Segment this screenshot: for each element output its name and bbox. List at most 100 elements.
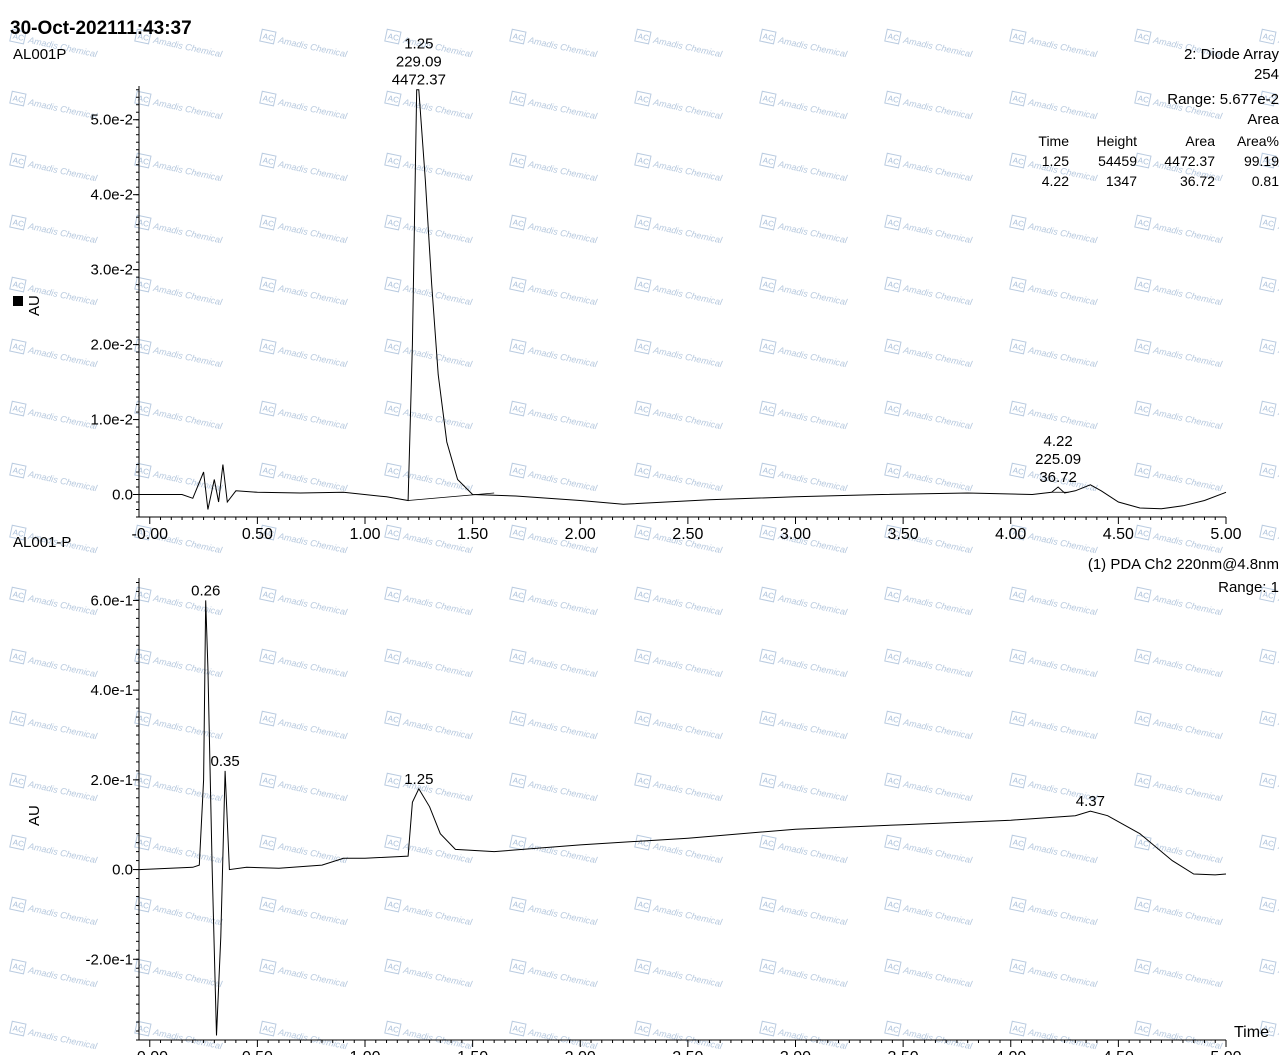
peak-table-header-height: Height [1097,133,1138,149]
svg-text:AC: AC [762,652,775,663]
svg-text:AC: AC [887,342,900,353]
svg-text:Amadis Chemical: Amadis Chemical [901,717,974,742]
svg-text:AC: AC [1262,838,1275,849]
svg-text:AC: AC [262,714,275,725]
svg-text:AC: AC [637,962,650,973]
svg-text:AC: AC [762,962,775,973]
svg-text:AC: AC [137,218,150,229]
svg-text:Amadis Chemical: Amadis Chemical [776,717,849,742]
svg-text:Amadis Chemical: Amadis Chemical [651,469,724,494]
x-tick-label: 5.00 [1210,1049,1241,1055]
y-tick-label: 1.0e-2 [90,412,133,429]
svg-text:AC: AC [1137,900,1150,911]
svg-text:Amadis Chemical: Amadis Chemical [1151,593,1224,618]
svg-text:AC: AC [637,280,650,291]
svg-text:Amadis Chemical: Amadis Chemical [651,407,724,432]
svg-text:AC: AC [387,1024,400,1035]
peak-label: 4.22 [1044,433,1073,450]
svg-text:Amadis Chemical: Amadis Chemical [276,717,349,742]
svg-text:Amadis Chemical: Amadis Chemical [26,97,99,122]
svg-text:Amadis Chemical: Amadis Chemical [776,841,849,866]
timestamp-label: 30-Oct-202111:43:37 [10,18,192,39]
peak-table-header-time: Time [1038,133,1069,149]
svg-text:Amadis Chemical: Amadis Chemical [901,35,974,60]
svg-text:AC: AC [1262,776,1275,787]
svg-text:AC: AC [512,528,525,539]
svg-text:Amadis Chemical: Amadis Chemical [26,779,99,804]
svg-text:Amadis Chemical: Amadis Chemical [901,841,974,866]
svg-text:Amadis Chemical: Amadis Chemical [526,97,599,122]
svg-text:AC: AC [1012,838,1025,849]
svg-text:AC: AC [512,218,525,229]
svg-text:Amadis Chemical: Amadis Chemical [776,779,849,804]
svg-text:AC: AC [137,776,150,787]
svg-text:AC: AC [137,32,150,43]
svg-text:AC: AC [1012,94,1025,105]
svg-text:AC: AC [512,280,525,291]
x-tick-label: 3.00 [780,526,811,543]
svg-text:AC: AC [887,528,900,539]
svg-text:Amadis Chemical: Amadis Chemical [901,469,974,494]
svg-text:Amadis Chemical: Amadis Chemical [651,593,724,618]
legend-marker-icon [13,296,23,306]
peak-table-cell: 1.25 [1042,153,1069,169]
svg-text:Amadis Chemical: Amadis Chemical [526,345,599,370]
svg-text:Amadis Chemical: Amadis Chemical [26,407,99,432]
x-tick-label: 4.00 [995,1049,1026,1055]
svg-text:Amadis Chemical: Amadis Chemical [901,655,974,680]
peak-table: Time Height Area Area% 1.25 54459 4472.3… [1038,133,1279,189]
svg-text:AC: AC [262,156,275,167]
svg-text:Amadis Chemical: Amadis Chemical [651,903,724,928]
svg-text:Amadis Chemical: Amadis Chemical [276,531,349,556]
svg-text:Amadis Chemical: Amadis Chemical [651,841,724,866]
svg-text:AC: AC [387,466,400,477]
svg-text:Amadis Chemical: Amadis Chemical [1026,655,1099,680]
svg-text:AC: AC [637,714,650,725]
svg-text:AC: AC [1012,528,1025,539]
svg-text:Amadis Chemical: Amadis Chemical [776,283,849,308]
x-tick-label: 3.00 [780,1049,811,1055]
bottom-detector-label: (1) PDA Ch2 220nm@4.8nm [1088,556,1279,573]
svg-text:Amadis Chemical: Amadis Chemical [276,779,349,804]
svg-text:Amadis Chemical: Amadis Chemical [276,97,349,122]
bottom-x-axis-title: Time [1234,1024,1269,1041]
svg-text:Amadis Chemical: Amadis Chemical [26,841,99,866]
x-tick-label: 0.50 [242,1049,273,1055]
svg-text:Amadis Chemical: Amadis Chemical [151,779,224,804]
svg-text:Amadis Chemical: Amadis Chemical [276,407,349,432]
svg-text:AC: AC [1262,32,1275,43]
svg-text:Amadis Chemical: Amadis Chemical [401,407,474,432]
svg-text:Amadis Chemical: Amadis Chemical [776,965,849,990]
svg-text:Amadis Chemical: Amadis Chemical [151,965,224,990]
svg-text:AC: AC [762,900,775,911]
svg-text:Amadis Chemical: Amadis Chemical [651,159,724,184]
svg-text:AC: AC [637,404,650,415]
svg-text:AC: AC [887,838,900,849]
peak-table-header-area: Area [1185,133,1215,149]
svg-text:AC: AC [512,900,525,911]
svg-text:AC: AC [1137,1024,1150,1035]
svg-text:Amadis Chemical: Amadis Chemical [651,779,724,804]
